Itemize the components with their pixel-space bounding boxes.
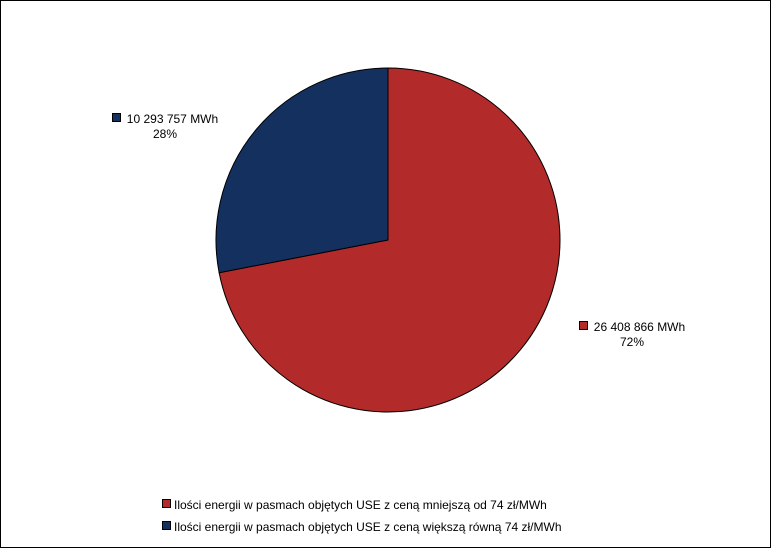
legend-label: Ilości energii w pasmach objętych USE z …	[174, 498, 547, 512]
legend-swatch	[162, 499, 171, 508]
pie-slice-series-1	[218, 67, 561, 413]
data-label-series-2: 10 293 757 MWh 28%	[104, 112, 226, 142]
data-label-value: 10 293 757 MWh	[126, 112, 219, 126]
chart-frame	[0, 0, 771, 548]
legend-label: Ilości energii w pasmach objętych USE z …	[174, 520, 562, 534]
data-label-percent: 28%	[152, 127, 178, 141]
data-label-percent: 72%	[619, 335, 645, 349]
legend-swatch	[162, 521, 171, 530]
data-label-series-1: 26 408 866 MWh 72%	[571, 320, 693, 350]
legend: Ilości energii w pasmach objętych USE z …	[162, 494, 562, 538]
legend-item-series-2: Ilości energii w pasmach objętych USE z …	[162, 516, 562, 538]
pie-slice-series-2	[215, 67, 389, 274]
label-swatch	[111, 113, 121, 122]
data-label-value: 26 408 866 MWh	[593, 320, 686, 334]
label-swatch	[578, 321, 588, 330]
legend-item-series-1: Ilości energii w pasmach objętych USE z …	[162, 494, 562, 516]
